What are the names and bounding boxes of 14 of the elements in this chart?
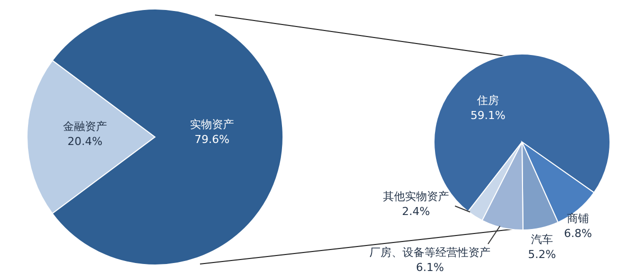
data-label: 59.1% — [470, 109, 506, 122]
data-label: 20.4% — [68, 135, 102, 148]
data-label: 2.4% — [402, 205, 430, 218]
slice-label: 金融资产 — [63, 120, 107, 133]
slice-label: 汽车 — [531, 233, 553, 246]
slice-label: 实物资产 — [190, 118, 234, 131]
slice-label: 住房 — [477, 94, 499, 107]
data-label: 6.8% — [564, 227, 592, 240]
data-label: 5.2% — [528, 248, 556, 261]
slice-label: 厂房、设备等经营性资产 — [370, 246, 490, 259]
slice-label: 其他实物资产 — [383, 190, 449, 203]
data-label: 6.1% — [416, 261, 444, 274]
data-label: 79.6% — [194, 133, 230, 146]
slice-label: 商铺 — [567, 212, 589, 225]
